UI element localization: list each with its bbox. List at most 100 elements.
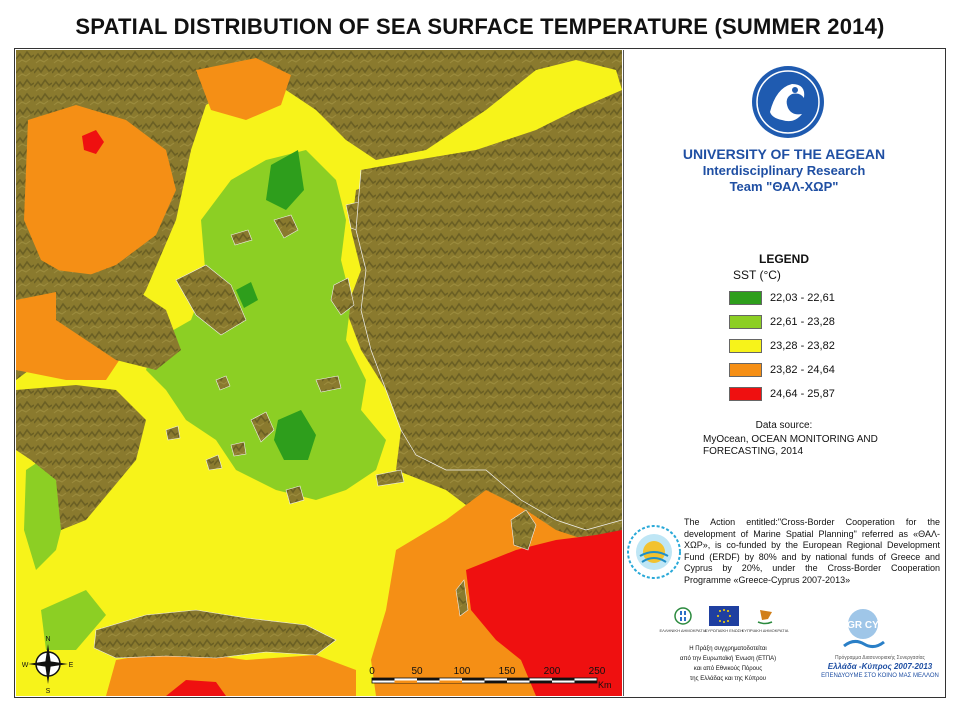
cyclades-islet-4 [285, 485, 305, 505]
legend-row: 23,82 - 24,64 [729, 362, 835, 378]
programme-name: Ελλάδα -Κύπρος 2007-2013 [827, 662, 933, 671]
scale-bar-segment [372, 678, 395, 681]
co-funding-note-line: της Ελλάδας και της Κύπρου [689, 676, 767, 682]
legend-title: LEGEND [758, 252, 809, 266]
cyclades-islet-1 [215, 375, 231, 391]
legend-row: 22,03 - 22,61 [729, 290, 835, 306]
scale-tick-label: 200 [544, 666, 561, 677]
scale-tick-label: 250 [589, 666, 606, 677]
eu-flag-icon [709, 606, 739, 626]
naxos-island [250, 411, 275, 443]
scale-tick-label: 50 [411, 666, 423, 677]
scale-bar-segment [462, 678, 485, 681]
sst-map [16, 50, 622, 696]
karpathos-island [455, 579, 469, 617]
scale-bar: 0 50 100 150 200 250 Km [369, 666, 612, 690]
crete-island [93, 609, 337, 659]
programme-subtitle: Πρόγραμμα Διασυνοριακής Συνεργασίας [835, 655, 925, 661]
greece-mainland [16, 50, 196, 120]
euboea-island [175, 264, 247, 336]
scale-bar-segment [484, 680, 507, 683]
sst-zone-darkgreen-north [266, 150, 304, 210]
sst-zone-orange-northwest [24, 105, 176, 280]
info-panel [623, 50, 945, 696]
peloponnese-land [16, 385, 146, 530]
sst-map-canvas [16, 50, 622, 696]
scale-bar-segment [529, 680, 552, 683]
compass-needle-ew [28, 661, 68, 667]
sst-zone-orange-south [106, 650, 356, 696]
compass-north-label: N [45, 636, 50, 643]
legend-swatch [729, 315, 762, 329]
map-title: SPATIAL DISTRIBUTION OF SEA SURFACE TEMP… [75, 14, 885, 39]
department-name: Interdisciplinary Research [702, 163, 866, 178]
anatolia-land [356, 95, 622, 530]
programme-motto: ΕΠΕΝΔΥΟΥΜΕ ΣΤΟ ΚΟΙΝΟ ΜΑΣ ΜΕΛΛΟΝ [821, 673, 939, 679]
flag-caption: ΕΛΛΗΝΙΚΗ ΔΗΜΟΚΡΑΤΙΑ [659, 628, 707, 633]
greek-emblem-icon [674, 607, 692, 625]
flag-caption: ΕΥΡΩΠΑΪΚΗ ΕΝΩΣΗ [704, 628, 744, 633]
legend-swatch [729, 339, 762, 353]
legend-swatch [729, 387, 762, 401]
co-funding-note-line: Η Πράξη συγχρηματοδοτείται [689, 646, 767, 652]
scale-bar-segment [552, 678, 575, 681]
legend-label: 22,61 - 23,28 [770, 316, 835, 328]
islands [93, 197, 537, 659]
scale-tick-label: 100 [454, 666, 471, 677]
coastline-east [355, 169, 622, 531]
cyclades-islet-5 [165, 425, 181, 441]
chios-island [330, 277, 355, 316]
sst-zone-red-south [166, 680, 226, 696]
co-funding-note-line: και από Εθνικούς Πόρους [693, 666, 763, 672]
sst-zone-darkgreen-small [236, 282, 258, 308]
scale-bar-segment [574, 680, 597, 683]
attica-land [56, 270, 181, 370]
compass-south-label: S [46, 688, 51, 694]
scale-bar-segments [372, 678, 597, 683]
sst-zone-lightgreen-central [146, 150, 386, 500]
scale-bar-segment [507, 678, 530, 681]
ikaria-island [315, 375, 342, 393]
rhodes-island [510, 509, 537, 551]
sst-zone-red-gulf [82, 130, 104, 154]
compass-east-label: E [69, 662, 74, 669]
cyclades-islet-2 [230, 441, 247, 457]
scale-bar-segment [439, 680, 462, 683]
kos-island [375, 469, 405, 487]
scale-tick-label: 0 [369, 666, 375, 677]
legend-swatch [729, 291, 762, 305]
legend-unit-label: SST (°C) [733, 268, 781, 282]
scale-bar-segment [417, 678, 440, 681]
sst-zone-lightgreen-southwest [41, 590, 106, 650]
co-funding-note-line: από την Ευρωπαϊκή Ένωση (ΕΤΠΑ) [679, 656, 777, 662]
sst-zone-red-southeast [466, 530, 622, 696]
legend-row: 22,61 - 23,28 [729, 314, 835, 330]
action-funding-statement: The Action entitled:"Cross-Border Cooper… [684, 517, 940, 585]
sporades-islet [230, 229, 253, 246]
legend-label: 23,82 - 24,64 [770, 364, 835, 376]
data-source-text: MyOcean, OCEAN MONITORING AND FORECASTIN… [703, 434, 878, 457]
legend-label: 24,64 - 25,87 [770, 388, 835, 400]
scale-tick-labels: 0 50 100 150 200 250 [369, 666, 606, 677]
team-name: Team "ΘΑΛ-ΧΩΡ" [729, 179, 839, 194]
legend-row: 23,28 - 23,82 [729, 338, 835, 354]
scale-unit-label: Km [598, 680, 612, 690]
legend-label: 22,03 - 22,61 [770, 292, 835, 304]
scale-tick-label: 150 [499, 666, 516, 677]
sst-zone-orange-north [196, 58, 291, 120]
legend-swatch [729, 363, 762, 377]
programme-logo-text: GR CY [847, 620, 879, 631]
north-arrow-compass: N S E W [22, 636, 74, 694]
compass-west-label: W [22, 662, 29, 669]
sst-zone-darkgreen-central [274, 410, 316, 460]
legend-label: 23,28 - 23,82 [770, 340, 835, 352]
limnos-island [273, 214, 299, 239]
scale-bar-segment [394, 680, 417, 683]
cyprus-emblem-icon [757, 610, 773, 625]
legend-row: 24,64 - 25,87 [729, 386, 835, 402]
university-seal-icon [752, 66, 824, 138]
greece-cyprus-programme-logo-icon: GR CY [843, 609, 885, 649]
flag-caption: ΚΥΠΡΙΑΚΗ ΔΗΜΟΚΡΑΤΙΑ [741, 628, 789, 633]
data-source-label: Data source: [755, 420, 813, 431]
thal-xor-project-logo-icon [627, 525, 681, 579]
